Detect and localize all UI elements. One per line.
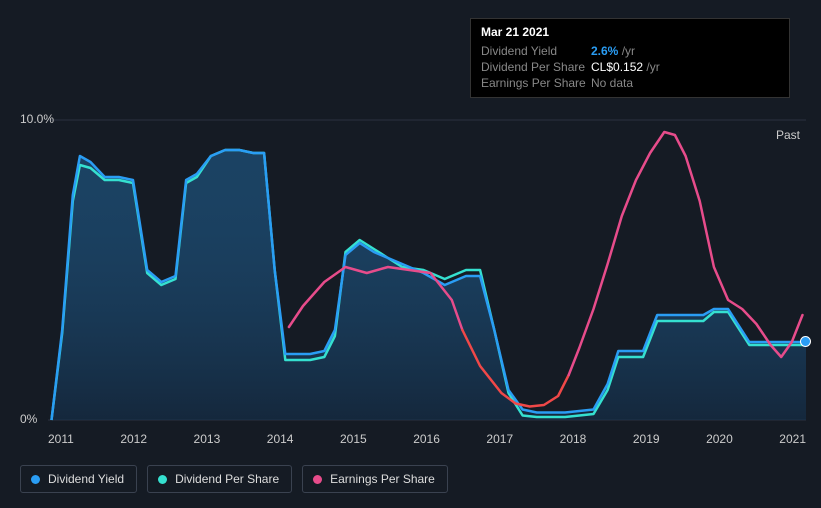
chart-tooltip: Mar 21 2021 Dividend Yield2.6% /yrDivide… bbox=[470, 18, 790, 98]
legend-label: Dividend Yield bbox=[48, 472, 124, 486]
legend-item[interactable]: Dividend Per Share bbox=[147, 465, 292, 493]
dividend-yield-area bbox=[52, 150, 807, 420]
chart-legend: Dividend Yield Dividend Per Share Earnings… bbox=[20, 465, 448, 493]
x-tick-label: 2018 bbox=[560, 432, 587, 446]
x-tick-label: 2019 bbox=[633, 432, 660, 446]
current-point-marker bbox=[800, 336, 811, 347]
y-tick-label: 0% bbox=[20, 412, 37, 426]
x-tick-label: 2016 bbox=[413, 432, 440, 446]
x-tick-label: 2020 bbox=[706, 432, 733, 446]
x-tick-label: 2011 bbox=[48, 432, 74, 446]
legend-item[interactable]: Dividend Yield bbox=[20, 465, 137, 493]
legend-dot bbox=[31, 475, 40, 484]
x-tick-label: 2013 bbox=[194, 432, 221, 446]
x-tick-label: 2021 bbox=[779, 432, 806, 446]
legend-label: Dividend Per Share bbox=[175, 472, 279, 486]
x-tick-label: 2012 bbox=[120, 432, 147, 446]
legend-dot bbox=[158, 475, 167, 484]
tooltip-date: Mar 21 2021 bbox=[481, 25, 779, 39]
tooltip-rows: Dividend Yield2.6% /yrDividend Per Share… bbox=[481, 43, 779, 91]
legend-label: Earnings Per Share bbox=[330, 472, 435, 486]
legend-dot bbox=[313, 475, 322, 484]
past-label: Past bbox=[776, 128, 800, 142]
x-tick-label: 2015 bbox=[340, 432, 367, 446]
tooltip-row: Dividend Per ShareCL$0.152 /yr bbox=[481, 59, 779, 75]
legend-item[interactable]: Earnings Per Share bbox=[302, 465, 448, 493]
chart-container: Past 10.0%0% 201120122013201420152016201… bbox=[0, 0, 821, 508]
tooltip-row: Earnings Per ShareNo data bbox=[481, 75, 779, 91]
y-tick-label: 10.0% bbox=[20, 112, 54, 126]
x-axis-labels: 2011 2012 2013 2014 2015 2016 2017 2018 2019 2020… bbox=[48, 432, 806, 446]
tooltip-row: Dividend Yield2.6% /yr bbox=[481, 43, 779, 59]
x-tick-label: 2017 bbox=[486, 432, 513, 446]
x-tick-label: 2014 bbox=[267, 432, 294, 446]
